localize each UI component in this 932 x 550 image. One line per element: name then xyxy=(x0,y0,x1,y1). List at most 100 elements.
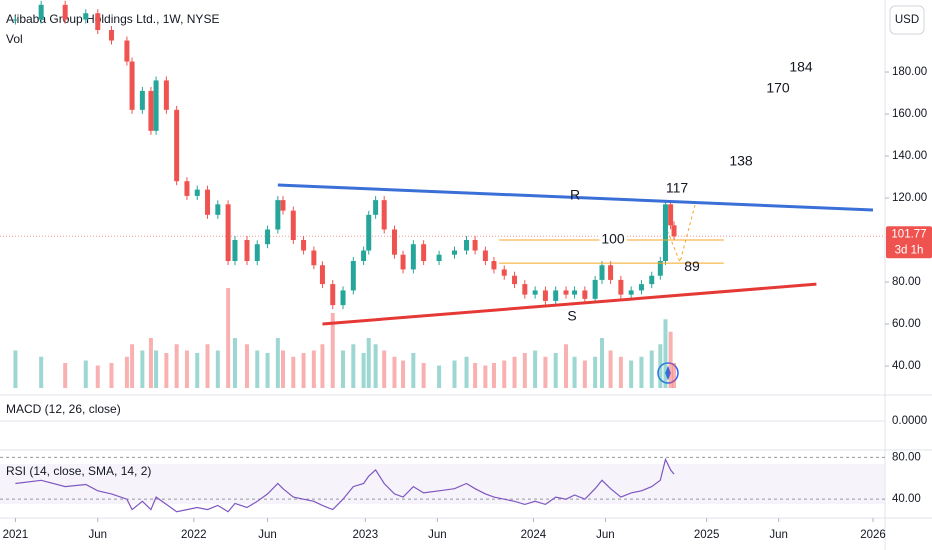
volume-bar xyxy=(553,353,558,388)
volume-bar xyxy=(174,344,179,388)
volume-label: Vol xyxy=(6,32,23,46)
candle xyxy=(275,200,281,230)
volume-bar xyxy=(411,353,416,388)
y-tick-label: 160.00 xyxy=(892,108,927,120)
candle xyxy=(491,261,497,270)
candle xyxy=(381,200,387,230)
candle xyxy=(205,189,211,215)
macd-tick-label: 0.0000 xyxy=(892,415,927,427)
volume-bar xyxy=(600,338,605,388)
candle xyxy=(618,279,624,295)
candle xyxy=(671,225,677,237)
volume-bar xyxy=(275,338,280,388)
candle xyxy=(38,4,44,20)
candle xyxy=(153,80,159,131)
candle xyxy=(163,80,169,110)
volume-bar xyxy=(663,319,668,388)
candle xyxy=(592,279,598,299)
volume-bar xyxy=(280,350,285,388)
y-tick-label: 40.00 xyxy=(892,360,921,372)
volume-bar xyxy=(301,353,306,388)
candle xyxy=(542,290,548,301)
rsi-line xyxy=(15,457,675,513)
target-label: 117 xyxy=(666,180,689,196)
candle xyxy=(436,254,442,262)
volume-bar xyxy=(629,360,634,388)
currency-button[interactable] xyxy=(889,5,925,35)
candle xyxy=(108,30,114,41)
x-tick-label: Jun xyxy=(769,529,788,541)
projection xyxy=(664,204,696,264)
candle xyxy=(330,284,336,306)
candle xyxy=(254,244,260,262)
volume-bar xyxy=(649,350,654,388)
volume-bar xyxy=(351,344,356,388)
candle xyxy=(501,269,507,276)
candle xyxy=(410,244,416,270)
candle xyxy=(184,181,190,196)
volume-bar xyxy=(483,365,488,388)
candle xyxy=(522,284,528,295)
price-tag xyxy=(886,226,932,259)
candle xyxy=(668,204,674,226)
volume-bar xyxy=(154,350,159,388)
y-tick-label: 60.00 xyxy=(892,318,921,330)
volume-bar xyxy=(341,350,346,388)
volume-bar xyxy=(658,344,663,388)
candle xyxy=(366,214,372,251)
volume-bar xyxy=(291,356,296,388)
volume-bar xyxy=(593,356,598,388)
target-label: 138 xyxy=(729,153,753,169)
x-tick-label: 2025 xyxy=(694,529,720,541)
target-label: 184 xyxy=(789,59,813,75)
volume-bar xyxy=(330,313,335,388)
chart-title: Alibaba Group Holdings Ltd., 1W, NYSE xyxy=(6,12,219,26)
candle xyxy=(319,265,325,285)
candle xyxy=(311,250,317,266)
volume-bar xyxy=(232,338,237,388)
candle xyxy=(129,61,135,110)
volume-bar xyxy=(608,350,613,388)
volume-bar xyxy=(320,344,325,388)
countdown: 3d 1h xyxy=(895,244,924,256)
candle xyxy=(553,290,559,301)
candle xyxy=(174,109,180,182)
volume-bar xyxy=(512,356,517,388)
candle xyxy=(124,40,130,62)
volume-bar xyxy=(148,338,153,388)
volume-bar xyxy=(373,344,378,388)
volume-bar xyxy=(195,353,200,388)
candle xyxy=(194,189,200,196)
x-tick-label: 2026 xyxy=(860,529,886,541)
x-tick-label: Jun xyxy=(258,529,277,541)
volume-bar xyxy=(668,331,673,388)
candle xyxy=(662,204,668,262)
volume-bar xyxy=(572,356,577,388)
volume-bar xyxy=(311,350,316,388)
x-tick-label: 2021 xyxy=(3,529,29,541)
y-tick-label: 140.00 xyxy=(892,150,927,162)
candle xyxy=(628,290,634,295)
volume-bar xyxy=(184,350,189,388)
candle xyxy=(563,290,569,295)
candle xyxy=(301,240,307,251)
candle xyxy=(225,204,231,262)
volume-bar xyxy=(491,363,496,388)
volume-bar xyxy=(639,356,644,388)
y-tick-label: 120.00 xyxy=(892,192,927,204)
x-tick-label: Jun xyxy=(596,529,615,541)
volume-bar xyxy=(522,353,527,388)
volume-bar xyxy=(437,365,442,388)
volume-bar xyxy=(205,344,210,388)
candle xyxy=(361,250,367,262)
volume-bar xyxy=(226,288,231,388)
x-tick-label: Jun xyxy=(428,529,447,541)
volume-bar xyxy=(255,350,260,388)
candle xyxy=(482,250,488,262)
trendline-label: S xyxy=(567,308,576,324)
candle xyxy=(148,90,154,131)
currency[interactable]: USD xyxy=(895,14,919,26)
candle xyxy=(373,200,379,215)
x-tick-label: 2022 xyxy=(181,529,207,541)
candle xyxy=(532,290,538,295)
